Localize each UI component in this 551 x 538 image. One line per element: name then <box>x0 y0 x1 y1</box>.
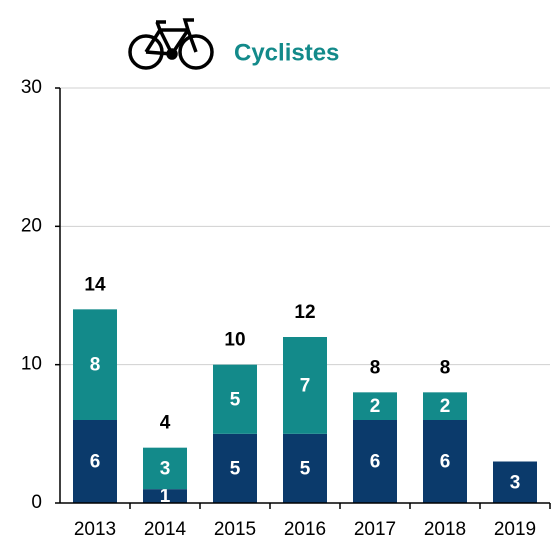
bar-value-label: 1 <box>160 486 171 507</box>
bar-segment <box>353 420 397 503</box>
total-label: 12 <box>294 302 315 323</box>
bar-value-label: 2 <box>370 396 381 417</box>
bar-segment <box>423 392 467 420</box>
bar-segment <box>143 489 187 503</box>
total-label: 10 <box>224 330 245 351</box>
x-tick-label: 2018 <box>424 519 466 538</box>
x-tick-label: 2016 <box>284 519 326 538</box>
bar-value-label: 3 <box>510 472 521 493</box>
bar-value-label: 6 <box>370 452 381 473</box>
y-tick-label: 10 <box>21 354 42 375</box>
x-tick-label: 2015 <box>214 519 256 538</box>
bar-segment <box>493 461 537 503</box>
bar-segment <box>423 420 467 503</box>
bar-value-label: 5 <box>230 458 241 479</box>
chart-title: Cyclistes <box>234 39 339 66</box>
bar-segment <box>283 433 327 503</box>
bar-segment <box>73 309 117 420</box>
bar-segment <box>143 447 187 490</box>
bar-segment <box>213 364 257 434</box>
bar-value-label: 8 <box>90 355 101 376</box>
total-label: 8 <box>440 357 451 378</box>
y-tick-label: 30 <box>21 77 42 98</box>
x-tick-label: 2017 <box>354 519 396 538</box>
bar-segment <box>283 337 327 434</box>
bar-segment <box>353 392 397 420</box>
y-tick-label: 20 <box>21 215 42 236</box>
bar-value-label: 5 <box>230 389 241 410</box>
x-tick-label: 2014 <box>144 519 187 538</box>
total-label: 8 <box>370 357 381 378</box>
bar-value-label: 7 <box>300 375 311 396</box>
bar-value-label: 3 <box>160 458 171 479</box>
bar-value-label: 5 <box>300 458 311 479</box>
bar-segment <box>213 433 257 503</box>
bar-value-label: 6 <box>90 452 101 473</box>
bar-segment <box>73 420 117 503</box>
bar-value-label: 2 <box>440 396 451 417</box>
x-tick-label: 2013 <box>74 519 116 538</box>
bicycle-icon <box>128 18 214 70</box>
bar-value-label: 6 <box>440 452 451 473</box>
y-tick-label: 0 <box>31 492 42 513</box>
x-tick-label: 2019 <box>494 519 536 538</box>
total-label: 14 <box>84 274 106 295</box>
total-label: 4 <box>160 413 171 434</box>
